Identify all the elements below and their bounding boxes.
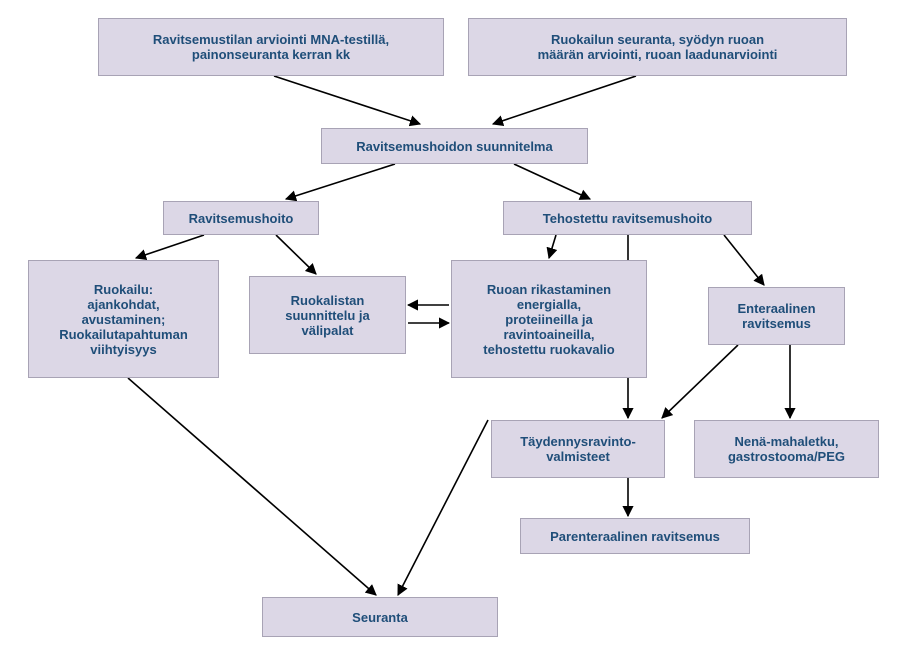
node-mna: Ravitsemustilan arviointi MNA-testillä,p… — [98, 18, 444, 76]
node-label: Ruokalistansuunnittelu javälipalat — [285, 293, 370, 338]
edge-3 — [514, 164, 590, 199]
node-enteraalinen: Enteraalinenravitsemus — [708, 287, 845, 345]
node-label: Parenteraalinen ravitsemus — [550, 529, 720, 544]
edge-9 — [662, 345, 738, 418]
node-label: Ruoan rikastaminenenergialla,proteiineil… — [483, 282, 614, 357]
edge-5 — [276, 235, 316, 274]
node-label: Täydennysravinto-valmisteet — [520, 434, 636, 464]
node-label: Ruokailu:ajankohdat,avustaminen;Ruokailu… — [59, 282, 188, 357]
node-label: Ravitsemushoidon suunnitelma — [356, 139, 552, 154]
node-parenteraal: Parenteraalinen ravitsemus — [520, 518, 750, 554]
node-ruokalista: Ruokalistansuunnittelu javälipalat — [249, 276, 406, 354]
edge-0 — [274, 76, 420, 124]
node-taydennys: Täydennysravinto-valmisteet — [491, 420, 665, 478]
node-tehohoito: Tehostettu ravitsemushoito — [503, 201, 752, 235]
node-label: Ravitsemustilan arviointi MNA-testillä,p… — [153, 32, 389, 62]
node-label: Nenä-mahaletku,gastrostooma/PEG — [728, 434, 845, 464]
flowchart-canvas: Ravitsemustilan arviointi MNA-testillä,p… — [0, 0, 911, 665]
node-suunnitelma: Ravitsemushoidon suunnitelma — [321, 128, 588, 164]
edge-13 — [398, 420, 488, 595]
node-label: Ruokailun seuranta, syödyn ruoanmäärän a… — [538, 32, 778, 62]
node-ravhoito: Ravitsemushoito — [163, 201, 319, 235]
node-nena: Nenä-mahaletku,gastrostooma/PEG — [694, 420, 879, 478]
edge-4 — [136, 235, 204, 258]
node-ruokailu: Ruokailu:ajankohdat,avustaminen;Ruokailu… — [28, 260, 219, 378]
edge-1 — [493, 76, 636, 124]
node-label: Enteraalinenravitsemus — [737, 301, 815, 331]
edge-12 — [128, 378, 376, 595]
node-label: Ravitsemushoito — [189, 211, 294, 226]
node-label: Seuranta — [352, 610, 408, 625]
node-label: Tehostettu ravitsemushoito — [543, 211, 713, 226]
node-seuranta1: Ruokailun seuranta, syödyn ruoanmäärän a… — [468, 18, 847, 76]
node-seuranta2: Seuranta — [262, 597, 498, 637]
edge-8 — [724, 235, 764, 285]
edge-6 — [549, 235, 556, 258]
node-rikastaminen: Ruoan rikastaminenenergialla,proteiineil… — [451, 260, 647, 378]
edge-2 — [286, 164, 395, 199]
